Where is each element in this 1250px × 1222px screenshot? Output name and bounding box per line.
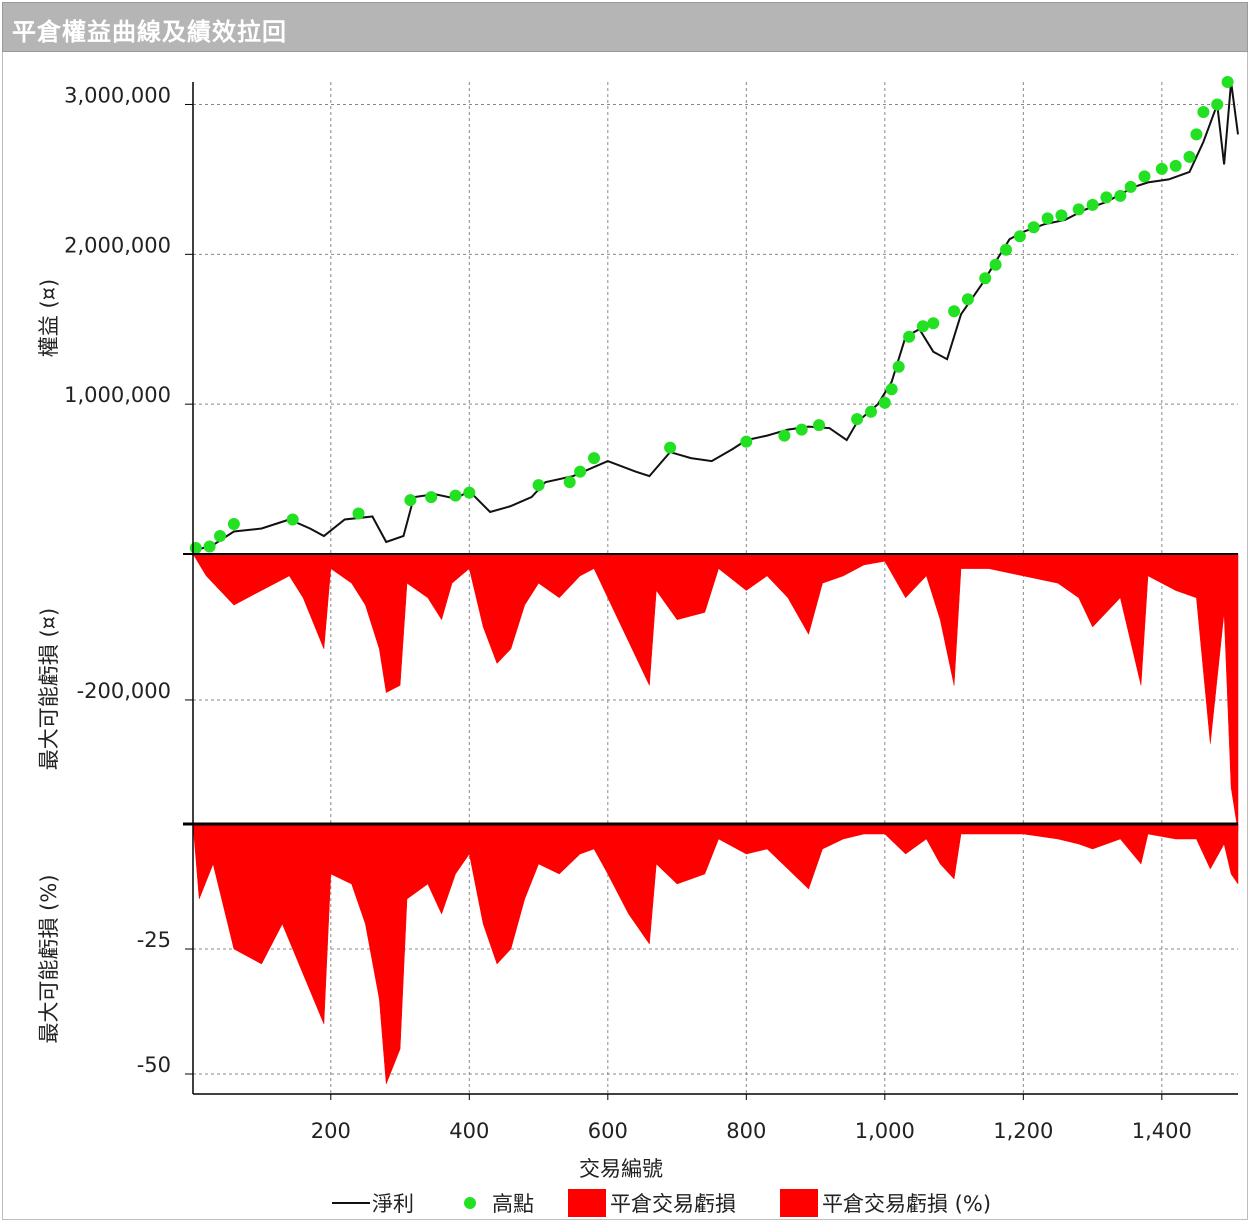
legend-box-swatch bbox=[780, 1189, 818, 1217]
x-tick-label: 1,200 bbox=[993, 1119, 1053, 1143]
x-tick-label: 600 bbox=[588, 1119, 628, 1143]
high-point-marker bbox=[795, 423, 808, 436]
high-point-marker bbox=[203, 540, 216, 553]
equity-line-layer bbox=[192, 81, 1239, 552]
high-point-marker bbox=[892, 360, 905, 373]
high-point-marker bbox=[286, 513, 299, 526]
y-tick-label: -50 bbox=[137, 1053, 171, 1077]
y-tick-label: 1,000,000 bbox=[64, 383, 171, 407]
high-point-marker bbox=[1041, 212, 1054, 225]
high-point-marker bbox=[1183, 150, 1196, 163]
high-point-marker bbox=[214, 530, 226, 542]
title-bar: 平倉權益曲線及績效拉回 bbox=[2, 2, 1248, 52]
y-tick-label: 2,000,000 bbox=[64, 233, 171, 257]
high-point-marker bbox=[1155, 162, 1168, 175]
high-point-marker bbox=[588, 452, 600, 465]
high-point-marker bbox=[1000, 243, 1012, 256]
high-point-marker bbox=[189, 542, 202, 554]
x-tick-label: 800 bbox=[726, 1119, 766, 1143]
high-point-marker bbox=[778, 429, 791, 442]
x-tick-label: 1,400 bbox=[1132, 1119, 1192, 1143]
high-point-marker bbox=[1211, 98, 1224, 111]
high-point-marker bbox=[1100, 191, 1113, 204]
high-point-marker bbox=[961, 293, 974, 306]
legend: 淨利 高點 平倉交易虧損 平倉交易虧損 (%) bbox=[332, 1189, 991, 1217]
high-point-marker bbox=[664, 441, 677, 454]
legend-box-swatch bbox=[568, 1189, 606, 1217]
legend-label: 平倉交易虧損 bbox=[610, 1192, 736, 1216]
high-point-marker bbox=[425, 491, 438, 504]
y-axis-label: 最大可能虧損 (¤) bbox=[37, 608, 61, 770]
x-tick-label: 1,000 bbox=[855, 1119, 915, 1143]
high-point-marker bbox=[1055, 209, 1068, 222]
high-point-marker bbox=[1072, 203, 1085, 216]
high-point-marker bbox=[227, 518, 240, 530]
y-tick-label: -25 bbox=[137, 928, 171, 952]
y-tick-label: -200,000 bbox=[77, 679, 171, 703]
high-point-marker bbox=[1169, 159, 1182, 172]
high-point-marker bbox=[463, 486, 476, 499]
high-points-layer bbox=[189, 76, 1234, 554]
high-point-marker bbox=[1138, 170, 1151, 183]
legend-label: 淨利 bbox=[372, 1192, 414, 1216]
drawdown-areas bbox=[192, 553, 1239, 1085]
high-point-marker bbox=[878, 396, 891, 409]
high-point-marker bbox=[916, 320, 929, 333]
high-point-marker bbox=[851, 413, 864, 426]
high-point-marker bbox=[989, 258, 1002, 271]
legend-label: 平倉交易虧損 (%) bbox=[822, 1192, 991, 1216]
axis-labels: 200 400 600 800 1,000 1,200 1,400 1,000,000 2,00… bbox=[37, 83, 1192, 1181]
drawdown-pct-area bbox=[192, 823, 1239, 1085]
high-point-marker bbox=[1124, 180, 1137, 193]
high-point-marker bbox=[927, 317, 940, 330]
high-point-marker bbox=[740, 435, 753, 448]
high-point-marker bbox=[903, 330, 916, 343]
high-point-marker bbox=[1027, 221, 1040, 234]
high-point-marker bbox=[1221, 76, 1234, 88]
high-point-marker bbox=[1197, 106, 1210, 118]
high-point-marker bbox=[1114, 189, 1127, 202]
drawdown-area bbox=[192, 553, 1239, 832]
x-tick-label: 400 bbox=[449, 1119, 489, 1143]
high-point-marker bbox=[352, 507, 365, 520]
y-axis-label: 最大可能虧損 (%) bbox=[37, 874, 61, 1043]
high-point-marker bbox=[404, 494, 417, 507]
y-tick-label: 3,000,000 bbox=[64, 83, 171, 107]
high-point-marker bbox=[865, 405, 877, 418]
y-axis-label: 權益 (¤) bbox=[37, 279, 61, 357]
legend-dot-swatch bbox=[464, 1197, 476, 1209]
high-point-marker bbox=[449, 489, 462, 502]
net-profit-line bbox=[192, 81, 1239, 552]
high-point-marker bbox=[948, 305, 961, 318]
x-axis-label: 交易編號 bbox=[579, 1157, 663, 1181]
chart-frame bbox=[2, 52, 1248, 1220]
chart-title: 平倉權益曲線及績效拉回 bbox=[12, 18, 287, 46]
high-point-marker bbox=[1013, 230, 1026, 243]
high-point-marker bbox=[532, 479, 545, 492]
high-point-marker bbox=[1190, 128, 1203, 141]
axes bbox=[183, 82, 1238, 1100]
legend-label: 高點 bbox=[492, 1192, 534, 1216]
high-point-marker bbox=[1086, 198, 1099, 211]
high-point-marker bbox=[885, 383, 898, 396]
high-point-marker bbox=[563, 476, 576, 489]
x-tick-label: 200 bbox=[311, 1119, 351, 1143]
high-point-marker bbox=[813, 419, 825, 432]
high-point-marker bbox=[979, 272, 992, 285]
high-point-marker bbox=[574, 465, 587, 478]
